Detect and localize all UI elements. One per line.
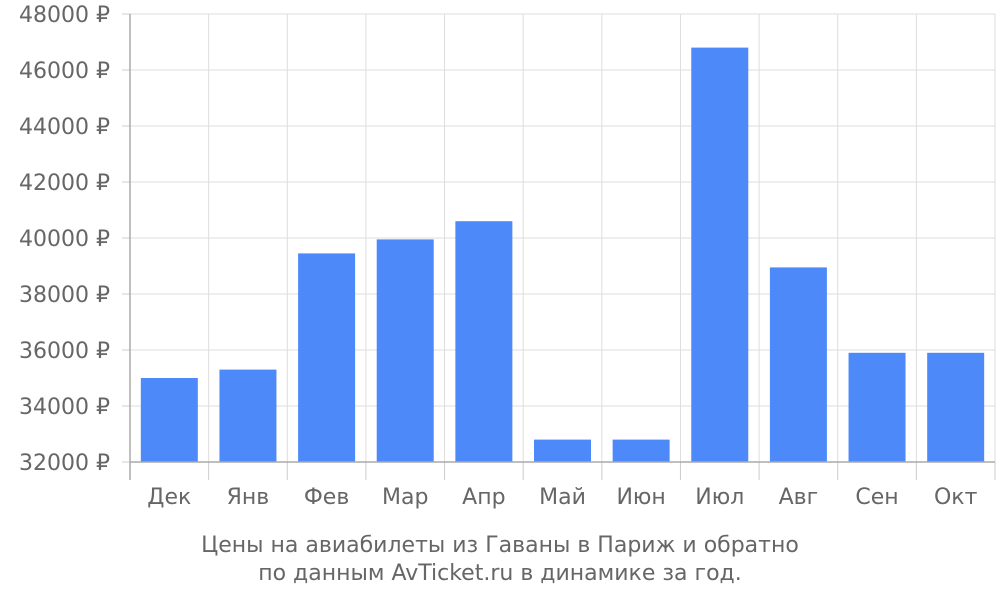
x-tick-label: Авг	[779, 485, 819, 510]
bar-10	[848, 352, 906, 462]
bar-4	[376, 239, 434, 462]
y-tick-label: 40000 ₽	[19, 227, 110, 252]
chart-caption: Цены на авиабилеты из Гаваны в Париж и о…	[0, 532, 1000, 588]
y-tick-label: 48000 ₽	[19, 3, 110, 28]
x-tick-label: Июл	[695, 485, 744, 510]
x-tick-label: Апр	[462, 485, 505, 510]
y-tick-label: 34000 ₽	[19, 395, 110, 420]
x-tick-label: Дек	[147, 485, 191, 510]
bar-6	[534, 439, 591, 462]
y-tick-label: 36000 ₽	[19, 339, 110, 364]
bar-11	[927, 352, 985, 462]
bar-9	[769, 267, 827, 462]
bar-2	[219, 369, 277, 462]
y-tick-label: 44000 ₽	[19, 115, 110, 140]
y-tick-labels: 32000 ₽ 34000 ₽ 36000 ₽ 38000 ₽ 40000 ₽ 42000…	[19, 3, 110, 476]
x-tick-label: Мар	[382, 485, 428, 510]
bars	[140, 47, 985, 462]
caption-line-2: по данным AvTicket.ru в динамике за год.	[258, 561, 742, 586]
x-tick-label: Окт	[934, 485, 978, 510]
x-tick-labels: Дек Янв Фев Мар Апр Май Июн Июл Авг Сен Окт	[147, 485, 977, 510]
x-tick-label: Фев	[304, 485, 349, 510]
bar-5	[455, 221, 513, 462]
y-tick-label: 42000 ₽	[19, 171, 110, 196]
y-tick-label: 32000 ₽	[19, 451, 110, 476]
bar-3	[298, 253, 356, 462]
x-tick-label: Май	[539, 485, 586, 510]
bar-1	[140, 378, 198, 462]
x-tick-label: Сен	[855, 485, 898, 510]
axes	[122, 13, 996, 480]
x-tick-label: Янв	[227, 485, 270, 510]
bar-7	[612, 439, 670, 462]
grid-lines	[129, 13, 996, 463]
caption-line-1: Цены на авиабилеты из Гаваны в Париж и о…	[201, 533, 799, 558]
y-tick-label: 46000 ₽	[19, 59, 110, 84]
bar-8	[691, 47, 749, 462]
y-tick-label: 38000 ₽	[19, 283, 110, 308]
x-tick-label: Июн	[616, 485, 665, 510]
